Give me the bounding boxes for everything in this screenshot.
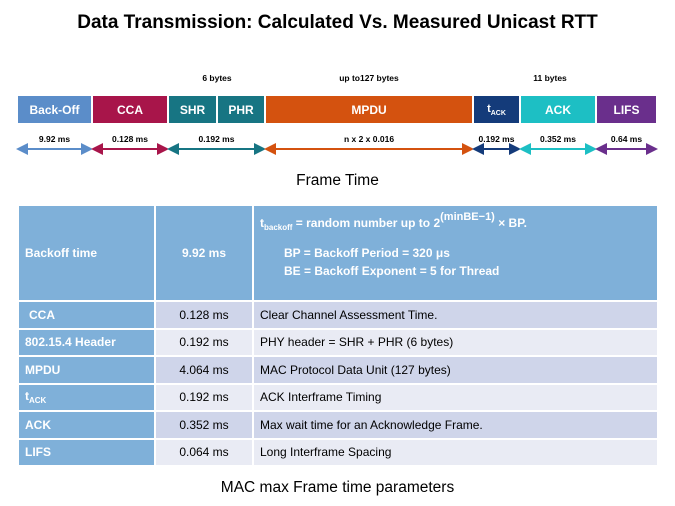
duration-header: 0.192 ms	[198, 134, 235, 144]
backoff-exponent-note: BE = Backoff Exponent = 5 for Thread	[284, 264, 500, 278]
row-desc-cell: ACK Interframe Timing	[252, 382, 659, 412]
row-desc-cell: Clear Channel Assessment Time.	[252, 300, 659, 330]
frame-tack-label: tACK	[487, 102, 506, 117]
frame-phr: PHR	[218, 96, 264, 123]
table-row: 802.15.4 Header 0.192 ms PHY header = SH…	[17, 327, 659, 357]
backoff-formula-cell: tbackoff = random number up to 2(minBE−1…	[252, 204, 659, 302]
table-row: ACK 0.352 ms Max wait time for an Acknow…	[17, 410, 659, 440]
row-desc-cell: Max wait time for an Acknowledge Frame.	[252, 410, 659, 440]
row-name-cell: CCA	[17, 300, 156, 330]
frame-ack-label: ACK	[545, 102, 571, 117]
frame-cca: CCA	[93, 96, 167, 123]
ack-bytes-label: 11 bytes	[533, 73, 567, 83]
duration-ack: 0.352 ms	[540, 134, 576, 144]
shr-phr-bytes-label: 6 bytes	[202, 73, 232, 83]
row-name-cell: MPDU	[17, 355, 156, 385]
table-row: tACK 0.192 ms ACK Interframe Timing	[17, 382, 659, 412]
frame-mpdu: MPDU	[266, 96, 472, 123]
duration-backoff: 9.92 ms	[38, 134, 71, 144]
row-name-cell: LIFS	[17, 437, 156, 467]
table-row: LIFS 0.064 ms Long Interframe Spacing	[17, 437, 659, 467]
table-row: Backoff time 9.92 ms tbackoff = random n…	[17, 204, 659, 302]
parameters-table: Backoff time 9.92 ms tbackoff = random n…	[17, 204, 659, 467]
frame-cca-label: CCA	[117, 102, 143, 117]
frame-shr: SHR	[169, 96, 216, 123]
frame-backoff-label: Back-Off	[29, 102, 80, 117]
table-row: CCA 0.128 ms Clear Channel Assessment Ti…	[17, 300, 659, 330]
duration-lifs: 0.64 ms	[610, 134, 643, 144]
duration-cca: 0.128 ms	[112, 134, 148, 144]
row-desc-cell: MAC Protocol Data Unit (127 bytes)	[252, 355, 659, 385]
row-name-cell: ACK	[17, 410, 156, 440]
frame-phr-label: PHR	[228, 102, 254, 117]
row-desc-cell: PHY header = SHR + PHR (6 bytes)	[252, 327, 659, 357]
backoff-formula: tbackoff = random number up to 2(minBE−1…	[260, 211, 527, 232]
row-value-cell: 0.192 ms	[154, 327, 254, 357]
row-desc-cell: Long Interframe Spacing	[252, 437, 659, 467]
frame-shr-label: SHR	[179, 102, 206, 117]
row-value-cell: 0.064 ms	[154, 437, 254, 467]
row-name-cell: tACK	[17, 382, 156, 412]
backoff-name-cell: Backoff time	[17, 204, 156, 302]
frame-backoff: Back-Off	[18, 96, 91, 123]
slide-title: Data Transmission: Calculated Vs. Measur…	[77, 12, 598, 33]
row-name-cell: 802.15.4 Header	[17, 327, 156, 357]
row-value-cell: 4.064 ms	[154, 355, 254, 385]
frame-ack: ACK	[521, 96, 595, 123]
duration-tack: 0.192 ms	[478, 134, 515, 144]
frame-mpdu-label: MPDU	[351, 102, 387, 117]
row-value-cell: 0.128 ms	[154, 300, 254, 330]
frame-lifs: LIFS	[597, 96, 656, 123]
row-value-cell: 0.352 ms	[154, 410, 254, 440]
backoff-value-cell: 9.92 ms	[154, 204, 254, 302]
table-row: MPDU 4.064 ms MAC Protocol Data Unit (12…	[17, 355, 659, 385]
frame-time-caption: Frame Time	[296, 172, 379, 189]
backoff-period-note: BP = Backoff Period = 320 μs	[284, 246, 450, 260]
row-value-cell: 0.192 ms	[154, 382, 254, 412]
frame-lifs-label: LIFS	[613, 102, 640, 117]
duration-mpdu: n x 2 x 0.016	[343, 134, 395, 144]
table-caption: MAC max Frame time parameters	[220, 479, 455, 496]
duration-arrows	[16, 143, 658, 155]
frame-tack: tACK	[474, 96, 519, 123]
mpdu-bytes-label: up to127 bytes	[339, 73, 399, 83]
